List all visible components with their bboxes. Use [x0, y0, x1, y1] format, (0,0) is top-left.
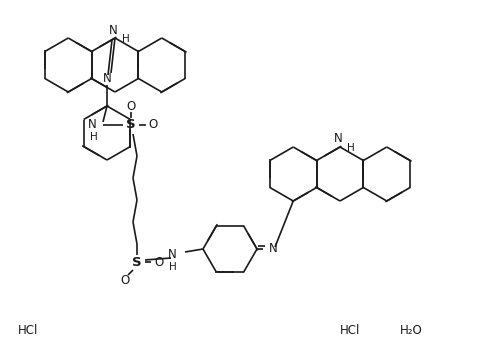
Text: HCl: HCl: [340, 324, 361, 337]
Text: N: N: [88, 118, 97, 130]
Text: H: H: [90, 132, 98, 142]
Text: H₂O: H₂O: [400, 324, 423, 337]
Text: O: O: [126, 100, 135, 113]
Text: N: N: [168, 247, 177, 261]
Text: H: H: [169, 262, 177, 272]
Text: O: O: [154, 255, 164, 268]
Text: N: N: [109, 24, 118, 36]
Text: N: N: [269, 243, 278, 255]
Text: O: O: [121, 273, 129, 286]
Text: S: S: [132, 255, 142, 268]
Text: O: O: [148, 118, 158, 131]
Text: H: H: [347, 143, 355, 153]
Text: S: S: [126, 118, 136, 131]
Text: H: H: [122, 34, 130, 44]
Text: N: N: [334, 133, 343, 146]
Text: N: N: [103, 72, 112, 84]
Text: HCl: HCl: [18, 324, 38, 337]
